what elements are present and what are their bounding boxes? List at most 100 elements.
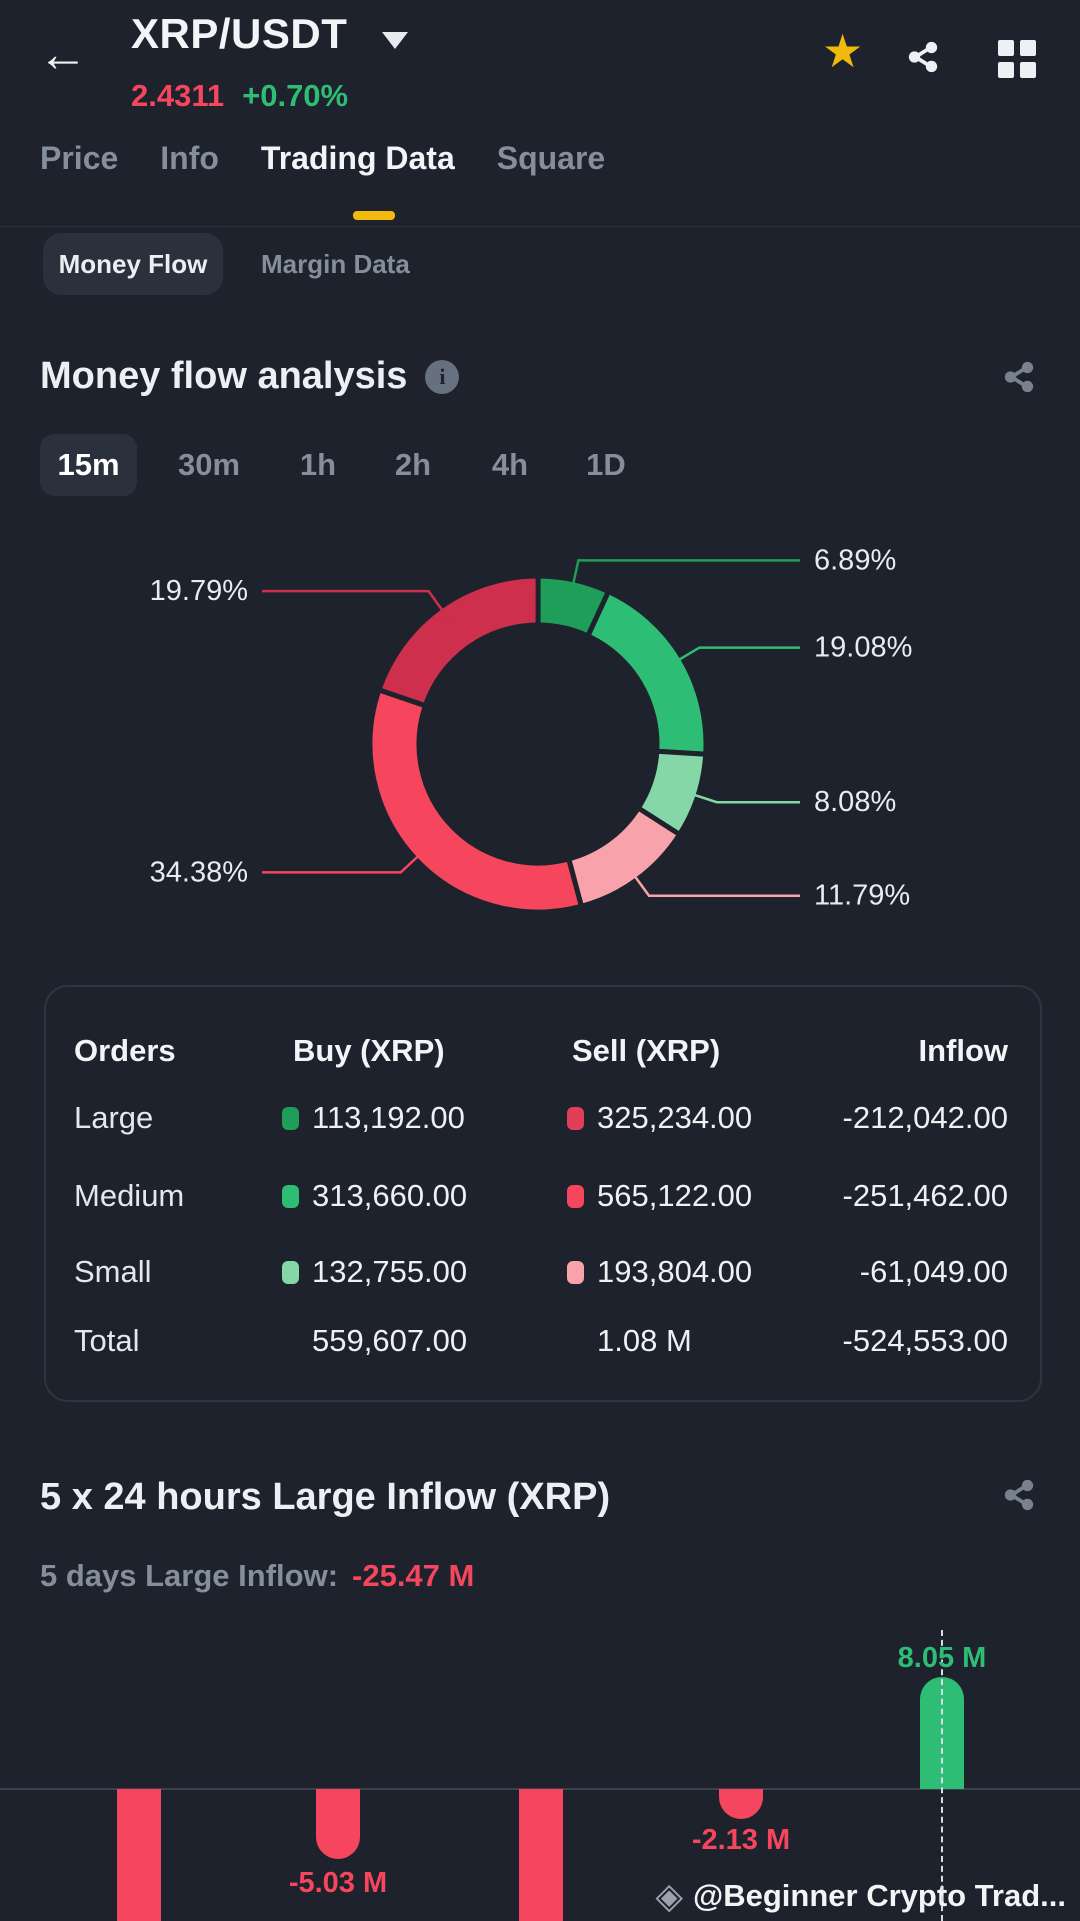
inflow-bar[interactable] (519, 1789, 563, 1921)
col-header-inflow: Inflow (918, 1033, 1008, 1068)
row-label: Total (74, 1323, 140, 1358)
share-icon[interactable] (906, 40, 940, 74)
subtitle-label: 5 days Large Inflow: (40, 1558, 339, 1593)
timeframe-1h[interactable]: 1h (299, 447, 337, 482)
inflow-bar[interactable] (316, 1789, 360, 1859)
donut-label: 34.38% (150, 856, 248, 888)
large-inflow-bar-chart: @Beginner Crypto Trad... -5.03 M -2.13 M 8… (0, 1628, 1080, 1921)
share-icon[interactable] (1002, 1478, 1036, 1512)
donut-leader-line (262, 845, 430, 874)
timeframe-30m[interactable]: 30m (177, 447, 241, 482)
donut-slice[interactable] (375, 573, 541, 709)
top-tabs: Price Info Trading Data Square (40, 140, 605, 177)
subtab-margin-data[interactable]: Margin Data (261, 248, 410, 279)
buy-dot (282, 1260, 299, 1284)
chevron-down-icon[interactable] (382, 32, 408, 49)
divider (0, 226, 1080, 227)
bar-value-label: -2.13 M (691, 1823, 791, 1856)
buy-cell: 559,607.00 (282, 1323, 467, 1359)
money-flow-heading: Money flow analysis (40, 355, 460, 398)
inflow-value: -524,553.00 (842, 1323, 1008, 1358)
section-title: Money flow analysis (40, 355, 408, 397)
donut-slice[interactable] (584, 588, 709, 757)
col-header-buy: Buy (XRP) (293, 1033, 445, 1068)
share-icon[interactable] (1002, 360, 1036, 394)
donut-label: 19.08% (814, 632, 912, 664)
donut-leader-line (262, 589, 452, 623)
sell-cell: 565,122.00 (567, 1178, 752, 1214)
binance-logo-icon (655, 1878, 683, 1914)
donut-label: 6.89% (814, 544, 896, 576)
buy-value: 313,660.00 (312, 1178, 468, 1213)
last-price: 2.4311 (131, 78, 225, 113)
sell-cell: 1.08 M (567, 1323, 692, 1359)
donut-slice[interactable] (367, 686, 585, 915)
table-row-large: Large 113,192.00 325,234.00 -212,042.00 (46, 1100, 1040, 1140)
active-tab-indicator (353, 211, 395, 220)
money-flow-table: Orders Buy (XRP) Sell (XRP) Inflow Large… (44, 985, 1042, 1402)
buy-value: 113,192.00 (312, 1100, 465, 1135)
info-icon[interactable] (425, 359, 460, 394)
buy-cell: 113,192.00 (282, 1100, 465, 1136)
subtab-money-flow[interactable]: Money Flow (43, 233, 223, 295)
tab-price[interactable]: Price (40, 140, 119, 176)
sell-value: 193,804.00 (597, 1254, 753, 1289)
inflow-value: -61,049.00 (859, 1254, 1008, 1289)
large-inflow-subtitle: 5 days Large Inflow: -25.47 M (40, 1558, 474, 1594)
table-header-row: Orders Buy (XRP) Sell (XRP) Inflow (46, 1033, 1040, 1073)
back-button[interactable] (38, 26, 94, 82)
row-label: Medium (74, 1178, 185, 1213)
large-inflow-title: 5 x 24 hours Large Inflow (XRP) (40, 1476, 611, 1518)
sell-cell: 325,234.00 (567, 1100, 752, 1136)
price-change: +0.70% (242, 78, 349, 113)
buy-value: 559,607.00 (312, 1323, 468, 1358)
timeframe-15m[interactable]: 15m (40, 434, 137, 496)
col-header-sell: Sell (XRP) (572, 1033, 721, 1068)
watermark-text: @Beginner Crypto Trad... (693, 1878, 1066, 1913)
tab-info[interactable]: Info (160, 140, 219, 176)
row-label: Large (74, 1100, 154, 1135)
bar-value-label: 8.05 M (897, 1641, 987, 1674)
sell-dot (567, 1106, 584, 1130)
donut-label: 11.79% (814, 880, 910, 912)
timeframe-1d[interactable]: 1D (586, 447, 626, 482)
donut-label: 8.08% (814, 786, 896, 818)
tab-trading-data[interactable]: Trading Data (260, 140, 455, 176)
inflow-value: -251,462.00 (842, 1178, 1008, 1213)
inflow-bar[interactable] (719, 1789, 763, 1819)
row-label: Small (74, 1254, 152, 1289)
buy-cell: 132,755.00 (282, 1254, 467, 1290)
sell-dot (567, 1260, 584, 1284)
sell-dot (567, 1184, 584, 1208)
sell-value: 565,122.00 (597, 1178, 753, 1213)
table-row-medium: Medium 313,660.00 565,122.00 -251,462.00 (46, 1178, 1040, 1218)
buy-dot (282, 1184, 299, 1208)
favorite-star-icon[interactable] (822, 28, 863, 74)
subtitle-value: -25.47 M (352, 1558, 475, 1593)
table-row-small: Small 132,755.00 193,804.00 -61,049.00 (46, 1254, 1040, 1294)
sell-value: 1.08 M (597, 1323, 692, 1358)
money-flow-donut-chart: 6.89% 19.08% 8.08% 11.79% 34.38% 19.79% (150, 544, 912, 915)
buy-cell: 313,660.00 (282, 1178, 467, 1214)
pair-title[interactable]: XRP/USDT (131, 10, 348, 57)
donut-leader-line (666, 646, 800, 669)
inflow-bar[interactable] (117, 1789, 161, 1921)
timeframe-4h[interactable]: 4h (491, 447, 529, 482)
price-row: 2.4311 +0.70% (131, 78, 348, 114)
buy-dot (282, 1106, 299, 1130)
watermark: @Beginner Crypto Trad... (655, 1878, 1066, 1914)
apps-grid-icon[interactable] (998, 40, 1036, 78)
dashed-marker-line (941, 1630, 943, 1921)
sell-value: 325,234.00 (597, 1100, 753, 1135)
donut-slice[interactable] (565, 804, 684, 910)
donut-leader-line (625, 864, 800, 897)
col-header-orders: Orders (74, 1033, 176, 1068)
timeframe-2h[interactable]: 2h (394, 447, 432, 482)
tab-square[interactable]: Square (496, 140, 606, 176)
buy-value: 132,755.00 (312, 1254, 468, 1289)
bar-value-label: -5.03 M (288, 1866, 388, 1899)
donut-label: 19.79% (150, 575, 248, 607)
donut-leader-line (680, 789, 800, 804)
inflow-value: -212,042.00 (842, 1100, 1008, 1135)
